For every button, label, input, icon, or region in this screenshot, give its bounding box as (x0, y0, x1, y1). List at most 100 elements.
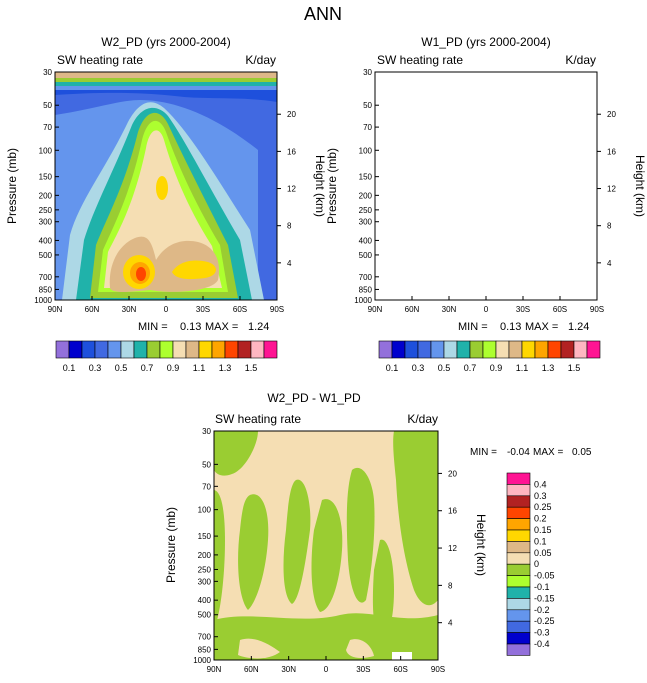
label-bar-box (172, 340, 187, 359)
fill-gold-right (172, 260, 216, 280)
page-title: ANN (304, 4, 342, 24)
label-bar-box (263, 340, 278, 359)
plot-frame (374, 71, 598, 301)
label-bar-box (378, 340, 393, 359)
label-bar-box (94, 340, 109, 359)
fill-missing (392, 652, 412, 660)
max-value: 1.24 (568, 321, 589, 333)
label-bar-label: 0.1 (63, 363, 76, 373)
label-bar-label: 0.15 (534, 525, 552, 535)
contour-field (55, 72, 277, 300)
height-tick-label: 20 (607, 110, 616, 119)
axes: 305070100150200250300400500700850100090N… (354, 68, 616, 314)
label-bar-box (81, 340, 96, 359)
label-bar-label: 1.5 (568, 363, 581, 373)
min-label: MIN = (138, 321, 168, 333)
panel-w2: W2_PD (yrs 2000-2004) SW heating rate K/… (5, 35, 327, 373)
label-bar-label: 0.05 (534, 548, 552, 558)
label-bar-box (224, 340, 239, 359)
y-tick-label: 50 (363, 101, 372, 110)
y-tick-label: 250 (359, 206, 373, 215)
fill-orange-left (450, 262, 470, 284)
label-bar-box (506, 586, 531, 599)
label-bar-box (506, 518, 531, 531)
label-bar-box (68, 340, 83, 359)
fill-top-band (375, 72, 597, 78)
y-tick-label: 50 (43, 101, 52, 110)
fill-wheat-bottom2 (346, 639, 374, 658)
y-tick-label: 700 (359, 273, 373, 282)
fill-top-band-teal (375, 82, 597, 86)
min-label: MIN = (470, 447, 497, 458)
y-tick-label: 1000 (354, 296, 372, 305)
chart-title: W2_PD (yrs 2000-2004) (101, 35, 230, 49)
label-bar-label: -0.3 (534, 628, 550, 638)
chart-title: W2_PD - W1_PD (267, 391, 361, 405)
y-tick-label: 400 (198, 596, 212, 605)
fill-top-band (55, 72, 277, 78)
label-bar-box (456, 340, 471, 359)
label-bar-box (159, 340, 174, 359)
fill-green-blob2 (283, 479, 311, 604)
fill-gold-left (443, 255, 475, 289)
y-tick-label: 200 (198, 551, 212, 560)
y-axis-right-label: Height (km) (633, 155, 647, 217)
label-bar-box (506, 541, 531, 554)
fill-top-band-teal (55, 82, 277, 86)
fill-greenyellow (418, 121, 548, 292)
label-bar-box (417, 340, 432, 359)
label-bar-label: -0.15 (534, 593, 555, 603)
fill-green-topleft (214, 431, 258, 476)
chart-title: W1_PD (yrs 2000-2004) (421, 35, 550, 49)
height-tick-label: 12 (448, 544, 457, 553)
height-tick-label: 20 (287, 110, 296, 119)
x-tick-label: 30N (281, 665, 296, 674)
fill-dark-blue (375, 72, 597, 300)
label-bar-label: 0.1 (534, 536, 547, 546)
axes: 305070100150200250300400500700850100090N… (34, 68, 296, 314)
fill-gold-upper (476, 176, 488, 200)
left-subtitle: SW heating rate (215, 412, 301, 426)
fill-cornflower (375, 100, 578, 300)
label-bar-box (469, 340, 484, 359)
label-bar-label: 0.1 (386, 363, 399, 373)
y-tick-label: 100 (198, 506, 212, 515)
label-bar-box (443, 340, 458, 359)
y-tick-label: 500 (359, 251, 373, 260)
label-bar-box (198, 340, 213, 359)
y-tick-label: 1000 (193, 656, 211, 665)
y-tick-label: 400 (39, 236, 53, 245)
label-bar-box (506, 552, 531, 565)
x-tick-label: 60S (233, 305, 247, 314)
fill-top-band-blue (375, 86, 597, 90)
label-bar-label: 0 (534, 559, 539, 569)
panel-w1: W1_PD (yrs 2000-2004) SW heating rate K/… (325, 35, 647, 373)
height-tick-label: 8 (448, 581, 453, 590)
max-value: 0.05 (572, 447, 592, 458)
x-tick-label: 30N (442, 305, 457, 314)
units-label: K/day (565, 53, 596, 67)
y-axis-label: Pressure (mb) (5, 148, 19, 224)
height-tick-label: 16 (607, 147, 616, 156)
min-value: -0.04 (507, 447, 530, 458)
label-bar-label: 0.3 (534, 491, 547, 501)
y-axis-label: Pressure (mb) (164, 507, 178, 583)
min-value: 0.13 (180, 321, 201, 333)
left-subtitle: SW heating rate (377, 53, 463, 67)
label-bar-box (430, 340, 445, 359)
height-tick-label: 8 (287, 222, 292, 231)
fill-green-right (393, 431, 438, 606)
label-bar-box (133, 340, 148, 359)
y-axis-label: Pressure (mb) (325, 148, 339, 224)
label-bar-label: -0.1 (534, 582, 550, 592)
label-bar-box (506, 620, 531, 633)
y-tick-label: 70 (363, 123, 372, 132)
height-tick-label: 4 (287, 259, 292, 268)
y-tick-label: 400 (359, 236, 373, 245)
label-bar-box (495, 340, 510, 359)
label-bar-box (586, 340, 601, 359)
y-axis-right-label: Height (km) (474, 514, 488, 576)
y-tick-label: 1000 (34, 296, 52, 305)
y-tick-label: 100 (359, 146, 373, 155)
